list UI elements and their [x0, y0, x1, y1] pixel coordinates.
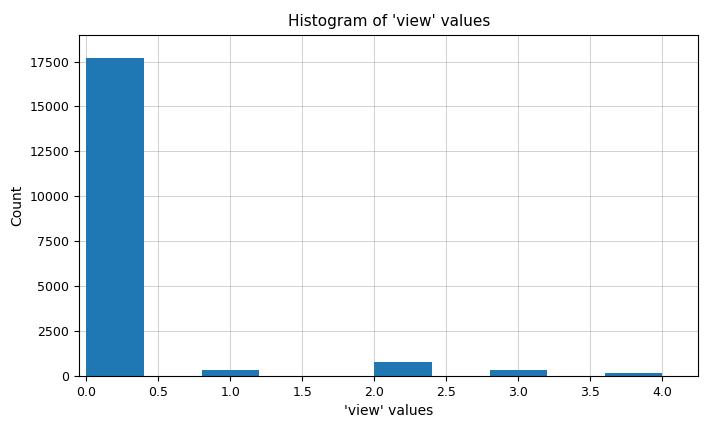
- Bar: [374, 362, 432, 376]
- Title: Histogram of 'view' values: Histogram of 'view' values: [287, 14, 490, 29]
- Y-axis label: Count: Count: [10, 184, 24, 226]
- Bar: [202, 371, 259, 376]
- Bar: [490, 371, 547, 376]
- Bar: [86, 58, 144, 376]
- X-axis label: 'view' values: 'view' values: [344, 404, 433, 418]
- Bar: [605, 373, 662, 376]
